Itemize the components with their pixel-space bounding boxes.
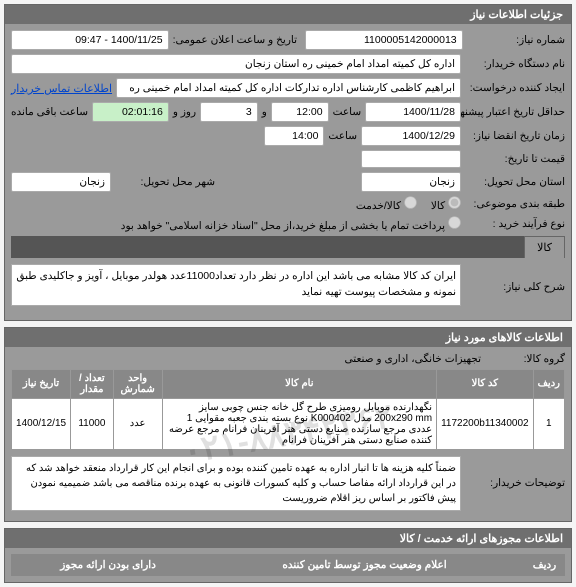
need-no-label: شماره نیاز: xyxy=(467,34,565,46)
creator-label: ایجاد کننده درخواست: xyxy=(465,82,565,94)
desc-label: شرح کلی نیاز: xyxy=(465,281,565,293)
req-city-label: شهر محل تحویل: xyxy=(115,176,215,188)
radio-goods[interactable]: کالا xyxy=(431,196,461,212)
time-label-2: ساعت xyxy=(328,130,357,142)
min-credit-time: 12:00 xyxy=(271,102,329,122)
req-prov-value: زنجان xyxy=(361,172,461,192)
price-until-value xyxy=(361,150,461,168)
auth-col-idx: ردیف xyxy=(525,554,565,575)
cell-qty: 11000 xyxy=(71,398,114,449)
req-city-value: زنجان xyxy=(11,172,111,192)
min-credit-date: 1400/11/28 xyxy=(365,102,461,122)
col-date: تاریخ نیاز xyxy=(12,369,71,398)
need-no-value: 1100005142000013 xyxy=(305,30,463,50)
col-name: نام کالا xyxy=(162,369,437,398)
need-info-panel: جزئیات اطلاعات نیاز شماره نیاز: 11000051… xyxy=(4,4,572,321)
col-qty: تعداد / مقدار xyxy=(71,369,114,398)
time-label-1: ساعت xyxy=(333,106,362,118)
cell-unit: عدد xyxy=(113,398,162,449)
buy-type-label: نوع فرآیند خرید : xyxy=(465,218,565,230)
radio-service[interactable]: کالا/خدمت xyxy=(356,196,417,212)
pub-datetime-label: تاریخ و ساعت اعلان عمومی: xyxy=(173,34,297,46)
items-panel: اطلاعات کالاهای مورد نیاز گروه کالا: تجه… xyxy=(4,327,572,522)
buyer-value: اداره کل کمیته امداد امام خمینی ره استان… xyxy=(11,54,461,74)
price-until-label: قیمت تا تاریخ: xyxy=(465,153,565,165)
group-value: تجهیزات خانگی، اداری و صنعتی xyxy=(345,353,481,365)
subject-class-label: طبقه بندی موضوعی: xyxy=(465,198,565,210)
auth-panel: اطلاعات مجوزهای ارائه خدمت / کالا ردیف ا… xyxy=(4,528,572,583)
group-label: گروه کالا: xyxy=(485,353,565,365)
col-unit: واحد شمارش xyxy=(113,369,162,398)
auth-col-has: دارای بودن ارائه مجوز xyxy=(12,554,205,575)
col-idx: ردیف xyxy=(533,369,564,398)
req-prov-label: استان محل تحویل: xyxy=(465,176,565,188)
need-info-title: جزئیات اطلاعات نیاز xyxy=(5,5,571,24)
col-code: کد کالا xyxy=(437,369,534,398)
cell-code: 1172200b11340002 xyxy=(437,398,534,449)
days-label: روز و xyxy=(173,106,196,118)
and-label: و xyxy=(262,106,267,118)
cell-date: 1400/12/15 xyxy=(12,398,71,449)
cell-idx: 1 xyxy=(533,398,564,449)
auth-col-status: اعلام وضعیت مجوز توسط تامین کننده xyxy=(205,554,525,575)
min-credit-label: حداقل تاریخ اعتبار پیشنهاد: xyxy=(465,106,565,118)
expire-label: زمان تاریخ انقضا نیاز: xyxy=(465,130,565,142)
auth-title: اطلاعات مجوزهای ارائه خدمت / کالا xyxy=(5,529,571,548)
items-table: ردیف کد کالا نام کالا واحد شمارش تعداد /… xyxy=(11,369,565,450)
remain-label: ساعت باقی مانده xyxy=(11,106,88,118)
cell-name: نگهدارنده موبایل رومیزی طرح گل خانه جنس … xyxy=(162,398,437,449)
countdown-value: 02:01:16 xyxy=(92,102,169,122)
radio-buy-type[interactable]: پرداخت تمام یا بخشی از مبلغ خرید،از محل … xyxy=(121,216,461,232)
contact-link[interactable]: اطلاعات تماس خریدار xyxy=(11,82,112,95)
buyer-desc: ضمناً کلیه هزینه ها تا انبار اداره به عه… xyxy=(11,456,461,511)
buyer-desc-label: توضیحات خریدار: xyxy=(465,477,565,489)
expire-date: 1400/12/29 xyxy=(361,126,461,146)
creator-value: ابراهیم کاظمی کارشناس اداره تدارکات ادار… xyxy=(116,78,461,98)
table-row: 1 1172200b11340002 نگهدارنده موبایل رومی… xyxy=(12,398,565,449)
items-title: اطلاعات کالاهای مورد نیاز xyxy=(5,328,571,347)
expire-time: 14:00 xyxy=(264,126,324,146)
tab-bar: کالا xyxy=(11,236,565,258)
buyer-label: نام دستگاه خریدار: xyxy=(465,58,565,70)
days-value: 3 xyxy=(200,102,258,122)
pub-datetime-value: 1400/11/25 - 09:47 xyxy=(11,30,169,50)
need-desc: ایران کد کالا مشابه می باشد این اداره در… xyxy=(11,264,461,306)
tab-goods[interactable]: کالا xyxy=(524,236,565,258)
